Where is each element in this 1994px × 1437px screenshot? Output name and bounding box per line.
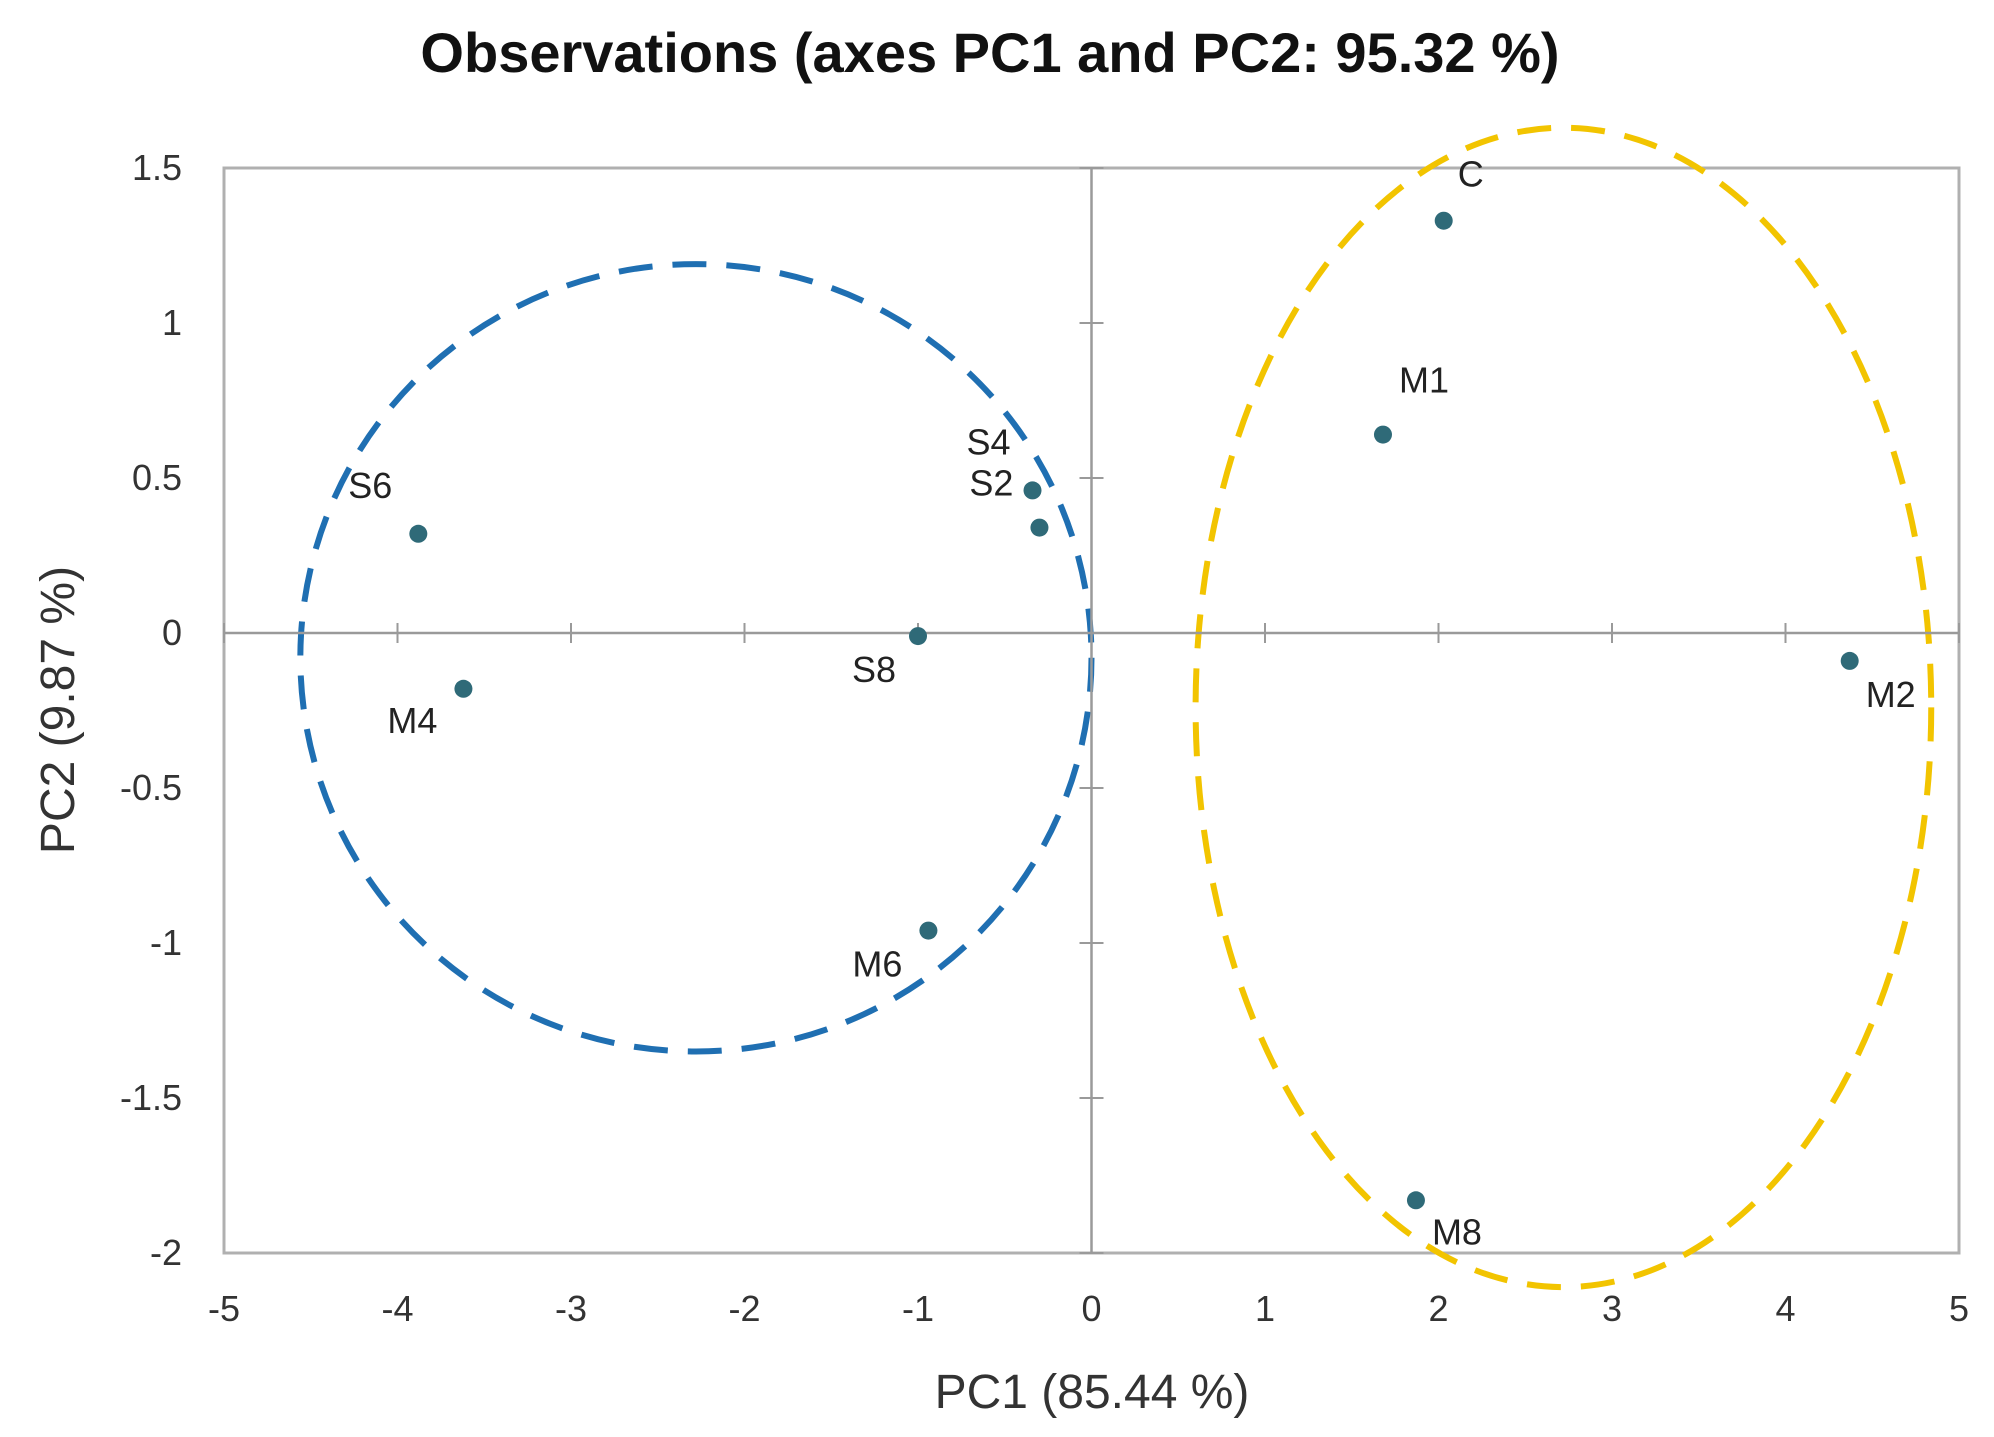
point-s2 [1030,518,1049,537]
y-tick-label: 1.5 [132,147,182,188]
point-m6 [919,921,938,940]
x-tick-label: 3 [1602,1288,1622,1329]
yellow-group-ellipse [1192,124,1935,1291]
x-tick-label: -2 [728,1288,760,1329]
y-tick-label: 0 [162,612,182,653]
x-tick-label: 2 [1428,1288,1448,1329]
y-tick-label: 0.5 [132,457,182,498]
x-tick-label: 4 [1775,1288,1795,1329]
point-label-c: C [1458,154,1484,195]
point-m1 [1373,425,1392,444]
y-tick-label: -1.5 [120,1077,182,1118]
point-label-s4: S4 [966,421,1010,462]
y-tick-label: -2 [150,1232,182,1273]
tick-labels: -5 -4 -3 -2 -1 0 1 2 3 4 5 -2 -1.5 -1 -0.5 0 0.5 1 1.5 [120,147,1969,1329]
point-label-m4: M4 [387,700,437,741]
x-tick-label: 0 [1081,1288,1101,1329]
point-label-s8: S8 [852,649,896,690]
point-s6 [409,524,428,543]
x-tick-label: -1 [902,1288,934,1329]
point-s4 [1023,481,1042,500]
point-s8 [909,627,927,646]
point-label-m6: M6 [852,944,902,985]
x-tick-label: -3 [555,1288,587,1329]
blue-group-ellipse [297,261,1095,1055]
group-ellipses [297,124,1935,1291]
x-axis-title: PC1 (85.44 %) [935,1366,1250,1419]
x-tick-label: 5 [1949,1288,1969,1329]
point-c [1434,211,1453,230]
point-label-s6: S6 [348,465,392,506]
point-label-m2: M2 [1866,674,1916,715]
point-label-m8: M8 [1432,1211,1482,1252]
point-m8 [1406,1191,1425,1210]
x-tick-label: -5 [208,1288,240,1329]
y-tick-label: 1 [162,302,182,343]
y-axis-title: PC2 (9.87 %) [32,566,85,854]
chart-title: Observations (axes PC1 and PC2: 95.32 %) [420,21,1559,84]
point-label-m1: M1 [1399,360,1449,401]
point-m2 [1840,651,1859,670]
y-tick-label: -0.5 [120,767,182,808]
axes [223,167,1960,1254]
point-m4 [454,679,473,698]
x-tick-label: 1 [1255,1288,1275,1329]
point-label-s2: S2 [969,463,1013,504]
x-tick-label: -4 [381,1288,413,1329]
y-tick-label: -1 [150,922,182,963]
